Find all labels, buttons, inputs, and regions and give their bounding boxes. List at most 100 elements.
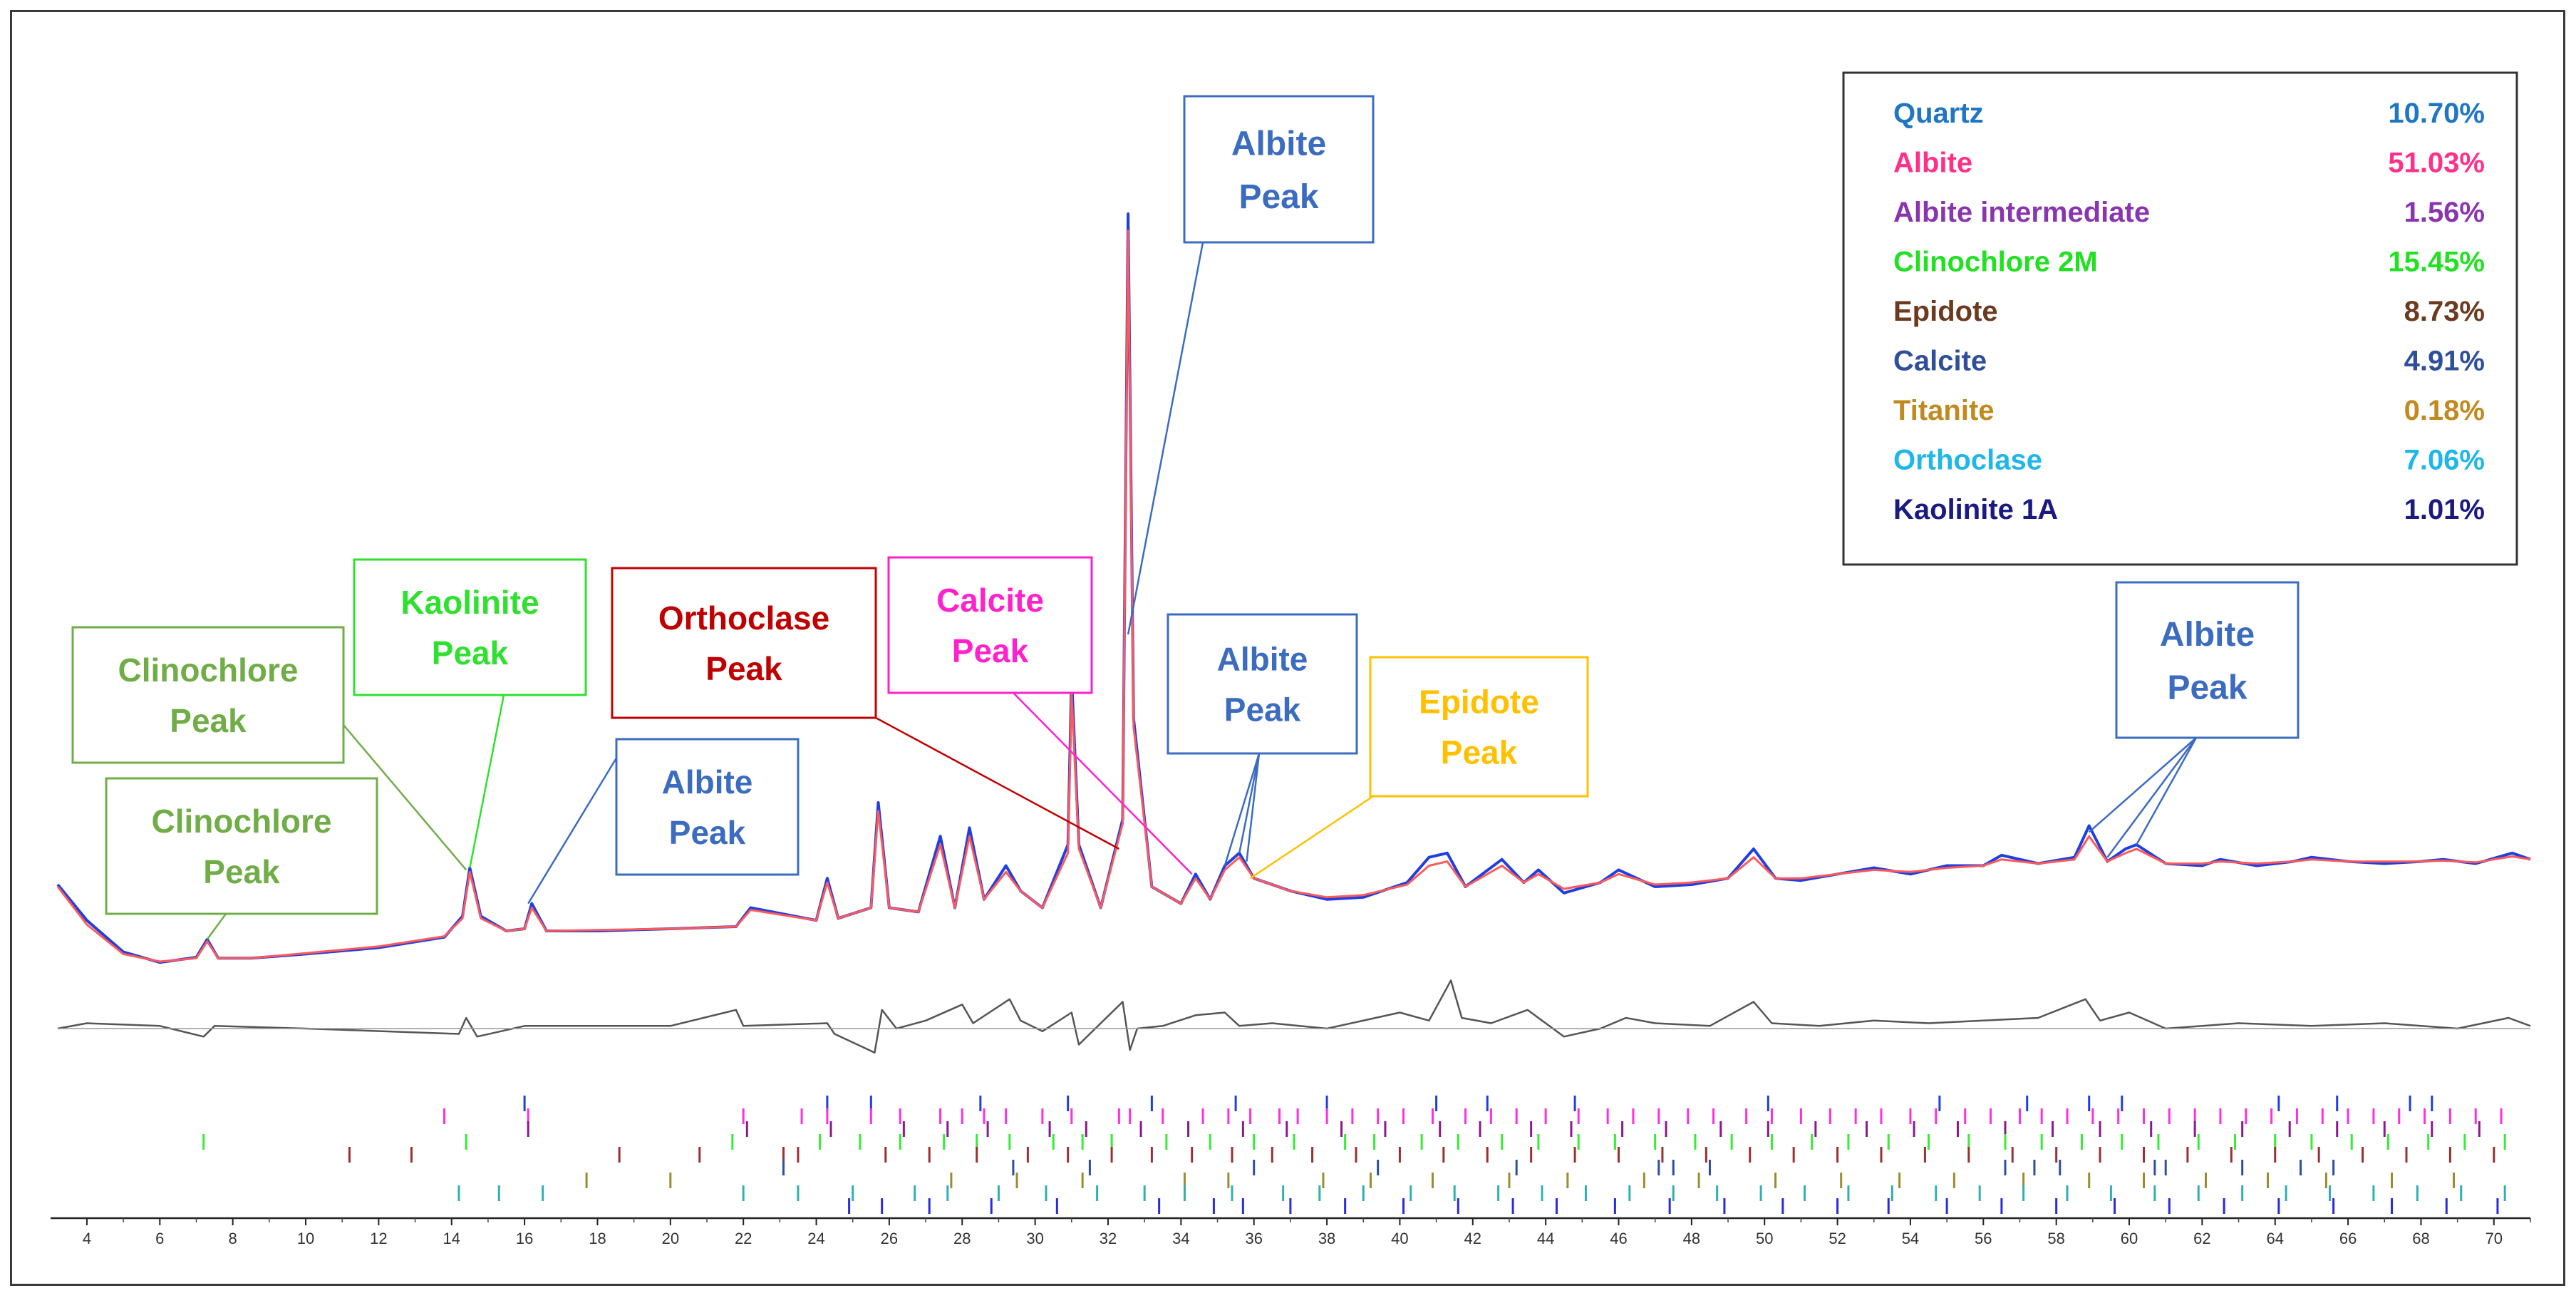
x-tick-label: 58 <box>2047 1230 2064 1247</box>
peak-callout: Albite Peak <box>2088 581 2300 858</box>
callout-box <box>887 556 1093 694</box>
callout-leader-line <box>1013 692 1193 875</box>
legend-box <box>1842 71 2518 566</box>
x-tick-label: 30 <box>1026 1230 1043 1247</box>
legend-entry-name: Epidote <box>1893 296 1998 327</box>
legend-entry-value: 7.06% <box>2404 445 2485 476</box>
legend-entry-name: Quartz <box>1893 98 1984 129</box>
series-layer <box>56 212 2531 1054</box>
legend-entry-value: 51.03% <box>2388 148 2485 179</box>
x-tick-label: 26 <box>881 1230 898 1247</box>
x-tick-label: 62 <box>2193 1230 2210 1247</box>
legend-entry-name: Albite intermediate <box>1893 197 2150 228</box>
callout-box <box>1183 95 1375 244</box>
x-tick-label: 42 <box>1464 1230 1481 1247</box>
x-tick-label: 64 <box>2266 1230 2283 1247</box>
x-tick-label: 56 <box>1975 1230 1992 1247</box>
callout-box <box>1369 656 1589 798</box>
callout-label: Peak <box>170 702 247 739</box>
x-tick-label: 50 <box>1756 1230 1773 1247</box>
legend-entry-value: 1.56% <box>2404 197 2485 228</box>
x-tick-label: 18 <box>589 1230 606 1247</box>
x-tick-label: 22 <box>735 1230 752 1247</box>
legend-entry-name: Calcite <box>1893 346 1987 377</box>
callout-leader-line <box>527 746 625 905</box>
x-tick-label: 60 <box>2121 1230 2138 1247</box>
x-tick-label: 12 <box>370 1230 387 1247</box>
callout-label: Peak <box>669 814 746 851</box>
x-tick-label: 54 <box>1902 1230 1919 1247</box>
x-tick-label: 16 <box>516 1230 533 1247</box>
callout-leader-line <box>469 694 505 868</box>
x-tick-label: 34 <box>1172 1230 1189 1247</box>
peak-callout: Albite Peak <box>527 738 800 905</box>
peak-callout: Albite Peak <box>1167 613 1358 866</box>
x-tick-label: 70 <box>2486 1230 2503 1247</box>
callout-label: Peak <box>432 634 509 671</box>
callout-leader-line <box>1224 753 1261 866</box>
difference-series-line <box>57 979 2531 1054</box>
peak-callout: Calcite Peak <box>887 556 1193 875</box>
callout-label: Epidote <box>1419 683 1539 720</box>
x-tick-label: 10 <box>297 1230 314 1247</box>
x-tick-label: 66 <box>2339 1230 2357 1247</box>
callout-leader-line <box>1246 753 1261 862</box>
legend-entry-name: Kaolinite 1A <box>1893 494 2058 525</box>
callout-label: Clinochlore <box>118 651 298 689</box>
callout-label: Peak <box>1441 734 1518 771</box>
x-axis: 4 6 8 10 12 14 16 18 20 22 24 26 28 30 32 34 36 38 40 42 44 4… <box>51 1217 2531 1247</box>
callout-box <box>105 777 378 915</box>
legend-entry-name: Titanite <box>1893 395 1995 426</box>
callout-box <box>1167 613 1358 755</box>
peak-callout: Clinochlore Peak <box>71 626 467 871</box>
x-tick-label: 68 <box>2412 1230 2429 1247</box>
callout-leader-line <box>1249 788 1385 880</box>
x-tick-label: 24 <box>807 1230 824 1247</box>
calculated-series-line <box>56 230 2531 963</box>
legend-entry-name: Orthoclase <box>1893 445 2042 476</box>
legend-entry-value: 0.18% <box>2404 395 2485 426</box>
peak-callout: Orthoclase Peak <box>611 567 1119 850</box>
callout-label: Peak <box>1224 691 1301 728</box>
callout-box <box>611 567 877 719</box>
peak-callout: Clinochlore Peak <box>105 777 378 940</box>
xrd-chart: AlbitePeakKaolinitePeakClinochlorePeakCl… <box>51 71 2531 1247</box>
figure-frame: Albite Peak Kaolinite Peak Clinochlore Peak Cl… <box>10 10 2565 1286</box>
x-tick-label: 36 <box>1245 1230 1262 1247</box>
callout-box <box>71 626 345 764</box>
callout-label: Calcite <box>936 582 1044 619</box>
x-tick-label: 38 <box>1318 1230 1335 1247</box>
callout-label: Kaolinite <box>400 584 539 621</box>
legend-entry-value: 15.45% <box>2388 247 2485 278</box>
callout-label: Orthoclase <box>658 599 829 637</box>
callout-leader-line <box>2136 737 2198 845</box>
callout-leader-line <box>343 724 467 871</box>
x-tick-label: 48 <box>1683 1230 1700 1247</box>
phase-reflection-markers <box>202 1096 2506 1214</box>
legend-entry-value: 10.70% <box>2388 98 2485 129</box>
x-tick-label: 32 <box>1100 1230 1117 1247</box>
callout-label: Albite <box>1231 125 1326 163</box>
peak-callouts: AlbitePeakKaolinitePeakClinochlorePeakCl… <box>71 95 2300 940</box>
callout-label: Albite <box>2160 616 2255 654</box>
legend-entry-value: 1.01% <box>2404 494 2485 525</box>
callout-label: Peak <box>203 853 280 890</box>
callout-leader-line <box>875 716 1119 850</box>
x-tick-label: 14 <box>443 1230 460 1247</box>
callout-leader-line <box>2088 737 2197 833</box>
x-tick-label: 46 <box>1610 1230 1627 1247</box>
callout-label: Clinochlore <box>151 803 331 840</box>
x-tick-label: 40 <box>1391 1230 1408 1247</box>
callout-box <box>2115 581 2300 739</box>
callout-leader-line <box>206 913 227 940</box>
legend-entry-name: Clinochlore 2M <box>1893 247 2098 278</box>
x-tick-label: 6 <box>155 1230 164 1247</box>
x-tick-label: 8 <box>229 1230 237 1247</box>
callout-label: Peak <box>952 632 1029 669</box>
callout-label: Peak <box>1238 178 1318 216</box>
callout-leader-line <box>2106 737 2198 858</box>
x-tick-label: 52 <box>1828 1230 1846 1247</box>
callout-label: Albite <box>662 763 753 800</box>
callout-leader-line <box>1238 753 1261 854</box>
peak-callout: Albite Peak <box>1127 95 1375 635</box>
